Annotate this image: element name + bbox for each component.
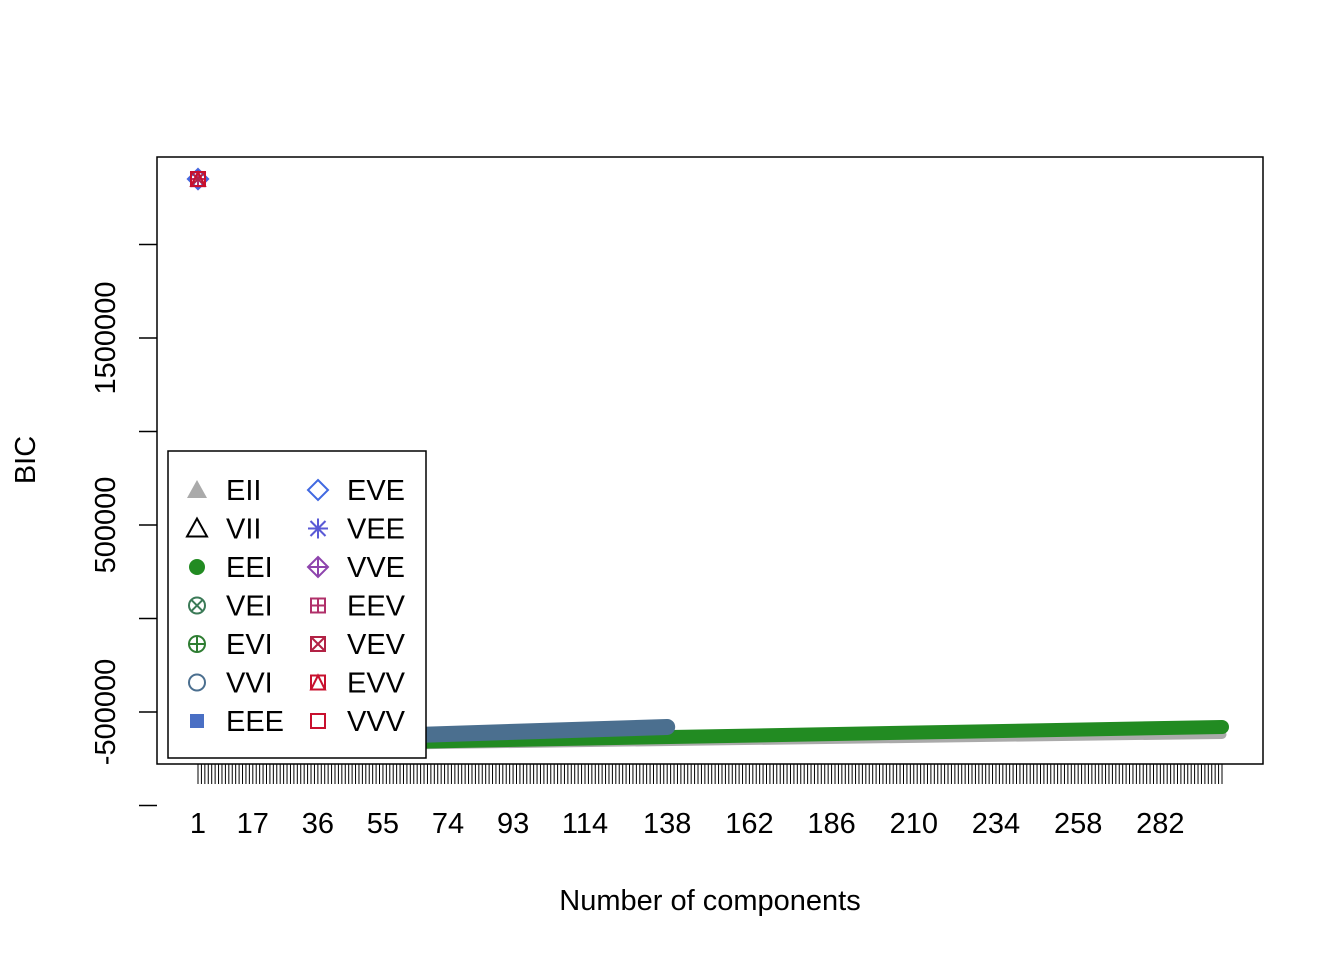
eee-symbol-icon bbox=[190, 714, 204, 728]
outlier-point-vvv bbox=[190, 171, 206, 188]
vei-symbol-icon bbox=[188, 596, 206, 615]
legend-item-eei: EEI bbox=[189, 552, 273, 584]
legend-label: EEV bbox=[347, 591, 406, 623]
legend-label: EVE bbox=[347, 475, 405, 507]
legend-item-eve: EVE bbox=[306, 475, 405, 507]
x-tick-label: 17 bbox=[237, 808, 269, 840]
legend-label: VEV bbox=[347, 629, 406, 661]
legend-item-vei: VEI bbox=[188, 591, 273, 623]
legend-label: VII bbox=[226, 514, 261, 546]
x-tick-label: 210 bbox=[890, 808, 938, 840]
legend-item-vev: VEV bbox=[310, 629, 406, 661]
eei-symbol-icon bbox=[189, 559, 205, 575]
x-tick-label: 234 bbox=[972, 808, 1020, 840]
x-tick-label: 138 bbox=[643, 808, 691, 840]
legend-item-vii: VII bbox=[185, 514, 261, 546]
legend-label: VVI bbox=[226, 668, 273, 700]
legend-item-evv: EVV bbox=[309, 668, 406, 700]
x-axis: 1 17 36 55 74 93 114 138 162 186 210 234 258 282 bbox=[190, 764, 1223, 840]
legend-label: EII bbox=[226, 475, 261, 507]
legend-item-eee: EEE bbox=[190, 706, 284, 738]
legend: EII VII EEI VEI EVI VVI EEE EVE VEE VVE EEV VEV EVV V… bbox=[167, 450, 427, 759]
y-axis-label: BIC bbox=[10, 436, 42, 484]
x-tick-label: 282 bbox=[1136, 808, 1184, 840]
vev-symbol-icon bbox=[310, 636, 326, 652]
x-tick-label: 74 bbox=[432, 808, 464, 840]
evv-symbol-icon bbox=[309, 673, 327, 691]
legend-item-vvv: VVV bbox=[310, 706, 406, 738]
legend-label: EEI bbox=[226, 552, 273, 584]
legend-item-eev: EEV bbox=[310, 591, 406, 623]
vvv-symbol-icon bbox=[310, 713, 326, 729]
eii-symbol-icon bbox=[187, 480, 207, 498]
x-ticks bbox=[197, 764, 1223, 784]
evi-symbol-icon bbox=[188, 635, 206, 653]
legend-box bbox=[167, 450, 427, 759]
y-tick-label: -500000 bbox=[90, 659, 122, 765]
legend-label: VVE bbox=[347, 552, 405, 584]
y-tick-label: 1500000 bbox=[90, 282, 122, 395]
legend-item-vvi: VVI bbox=[188, 668, 273, 700]
x-tick-label: 186 bbox=[807, 808, 855, 840]
x-tick-label: 36 bbox=[302, 808, 334, 840]
vve-symbol-icon bbox=[306, 555, 330, 579]
x-tick-label: 258 bbox=[1054, 808, 1102, 840]
legend-label: VEI bbox=[226, 591, 273, 623]
legend-item-vee: VEE bbox=[308, 514, 405, 546]
vii-symbol-icon bbox=[185, 516, 209, 538]
x-tick-label: 1 bbox=[190, 808, 206, 840]
x-tick-label: 55 bbox=[367, 808, 399, 840]
legend-label: EEE bbox=[226, 706, 284, 738]
legend-label: VEE bbox=[347, 514, 405, 546]
vee-symbol-icon bbox=[308, 518, 328, 539]
x-tick-label: 93 bbox=[497, 808, 529, 840]
legend-item-evi: EVI bbox=[188, 629, 273, 661]
y-axis: -500000 500000 1500000 bbox=[90, 243, 157, 807]
eve-symbol-icon bbox=[306, 478, 330, 502]
outlier-layer bbox=[186, 167, 210, 191]
eev-symbol-icon bbox=[310, 597, 326, 614]
x-tick-label: 162 bbox=[725, 808, 773, 840]
legend-label: EVV bbox=[347, 668, 406, 700]
legend-item-vve: VVE bbox=[306, 552, 405, 584]
legend-label: EVI bbox=[226, 629, 273, 661]
legend-label: VVV bbox=[347, 706, 406, 738]
plot-frame bbox=[156, 156, 1264, 765]
x-tick-label: 114 bbox=[562, 808, 608, 840]
x-axis-label: Number of components bbox=[559, 885, 860, 917]
y-tick-label: 500000 bbox=[90, 477, 122, 574]
legend-item-eii: EII bbox=[187, 475, 261, 507]
vvi-symbol-icon bbox=[188, 673, 206, 692]
